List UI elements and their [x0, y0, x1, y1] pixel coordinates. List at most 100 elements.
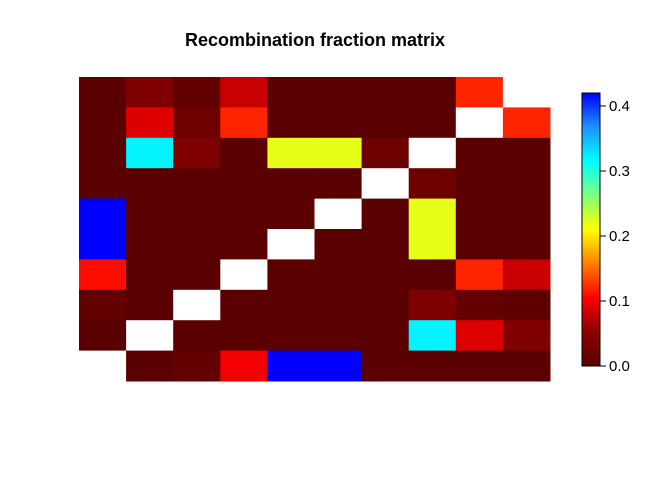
heatmap-cell [173, 320, 221, 352]
heatmap-cell [502, 289, 551, 321]
colorbar-tick-label: 0.4 [609, 98, 630, 115]
heatmap-cell [79, 289, 127, 321]
heatmap-cell [220, 289, 268, 321]
heatmap-cell [267, 259, 315, 291]
heatmap-cell [314, 259, 363, 291]
chart-title: Recombination fraction matrix [184, 30, 446, 50]
colorbar-tick-label: 0.1 [609, 293, 630, 310]
heatmap-cell [502, 137, 551, 169]
heatmap-cell [220, 137, 268, 169]
heatmap-cell [126, 259, 174, 291]
colorbar-tick-label: 0.2 [609, 228, 630, 245]
heatmap-cell [267, 320, 315, 352]
heatmap-cell [267, 77, 315, 108]
heatmap-cell [361, 137, 410, 169]
heatmap-cell [79, 168, 127, 200]
heatmap-cell [267, 168, 315, 200]
heatmap-cell [361, 77, 410, 108]
heatmap-cells [79, 77, 551, 382]
heatmap-cell [126, 320, 174, 352]
heatmap-cell [314, 229, 363, 260]
colorbar-tick-label: 0.0 [609, 358, 630, 375]
heatmap-cell [455, 168, 504, 200]
heatmap-cell [220, 320, 268, 352]
heatmap-cell [455, 320, 504, 352]
heatmap-cell [408, 229, 457, 260]
heatmap-cell [314, 350, 363, 382]
heatmap-cell [220, 77, 268, 108]
heatmap-cell [408, 320, 457, 352]
heatmap-cell [220, 107, 268, 139]
heatmap-cell [126, 350, 174, 382]
heatmap-cell [220, 198, 268, 230]
heatmap-cell [220, 259, 268, 291]
heatmap-cell [126, 107, 174, 139]
heatmap-cell [502, 168, 551, 200]
colorbar-tick-label: 0.3 [609, 163, 630, 180]
heatmap-cell [79, 320, 127, 352]
heatmap-cell [126, 137, 174, 169]
heatmap-cell [126, 198, 174, 230]
heatmap-cell [502, 320, 551, 352]
heatmap-cell [267, 350, 315, 382]
heatmap-cell [79, 259, 127, 291]
heatmap-cell [502, 107, 551, 139]
heatmap-cell [267, 198, 315, 230]
heatmap-cell [173, 77, 221, 108]
heatmap-cell [502, 229, 551, 260]
heatmap-cell [220, 229, 268, 260]
heatmap-cell [267, 107, 315, 139]
heatmap-cell [408, 198, 457, 230]
heatmap-cell [173, 289, 221, 321]
heatmap-cell [502, 259, 551, 291]
heatmap-cell [79, 107, 127, 139]
heatmap-cell [361, 198, 410, 230]
heatmap-cell [173, 137, 221, 169]
heatmap-cell [361, 320, 410, 352]
heatmap-cell [173, 229, 221, 260]
colorbar-gradient [581, 92, 601, 367]
heatmap-cell [267, 229, 315, 260]
heatmap-cell [502, 350, 551, 382]
heatmap-cell [126, 229, 174, 260]
heatmap-cell [79, 77, 127, 108]
heatmap-cell [455, 259, 504, 291]
heatmap-cell [267, 289, 315, 321]
heatmap-cell [455, 77, 504, 108]
heatmap-cell [173, 259, 221, 291]
heatmap-cell [408, 137, 457, 169]
heatmap-cell [455, 350, 504, 382]
heatmap-cell [361, 289, 410, 321]
heatmap-cell [455, 107, 504, 139]
heatmap-cell [408, 77, 457, 108]
heatmap-cell [267, 137, 315, 169]
heatmap-cell [173, 198, 221, 230]
heatmap-cell [314, 137, 363, 169]
heatmap-cell [79, 198, 127, 230]
heatmap-cell [408, 107, 457, 139]
heatmap-cell [361, 229, 410, 260]
heatmap-cell [408, 350, 457, 382]
heatmap-cell [314, 77, 363, 108]
heatmap-cell [126, 168, 174, 200]
heatmap-cell [220, 350, 268, 382]
heatmap-cell [173, 107, 221, 139]
heatmap-cell [314, 107, 363, 139]
heatmap-cell [455, 229, 504, 260]
heatmap-cell [314, 320, 363, 352]
heatmap-cell [408, 168, 457, 200]
heatmap-cell [173, 350, 221, 382]
heatmap-cell [79, 229, 127, 260]
heatmap-cell [361, 168, 410, 200]
heatmap-cell [361, 259, 410, 291]
heatmap-cell [455, 137, 504, 169]
heatmap-cell [79, 137, 127, 169]
heatmap-cell [361, 107, 410, 139]
heatmap-cell [502, 198, 551, 230]
heatmap-cell [408, 259, 457, 291]
heatmap-cell [455, 198, 504, 230]
heatmap-cell [361, 350, 410, 382]
heatmap-cell [314, 198, 363, 230]
heatmap-cell [79, 350, 127, 382]
